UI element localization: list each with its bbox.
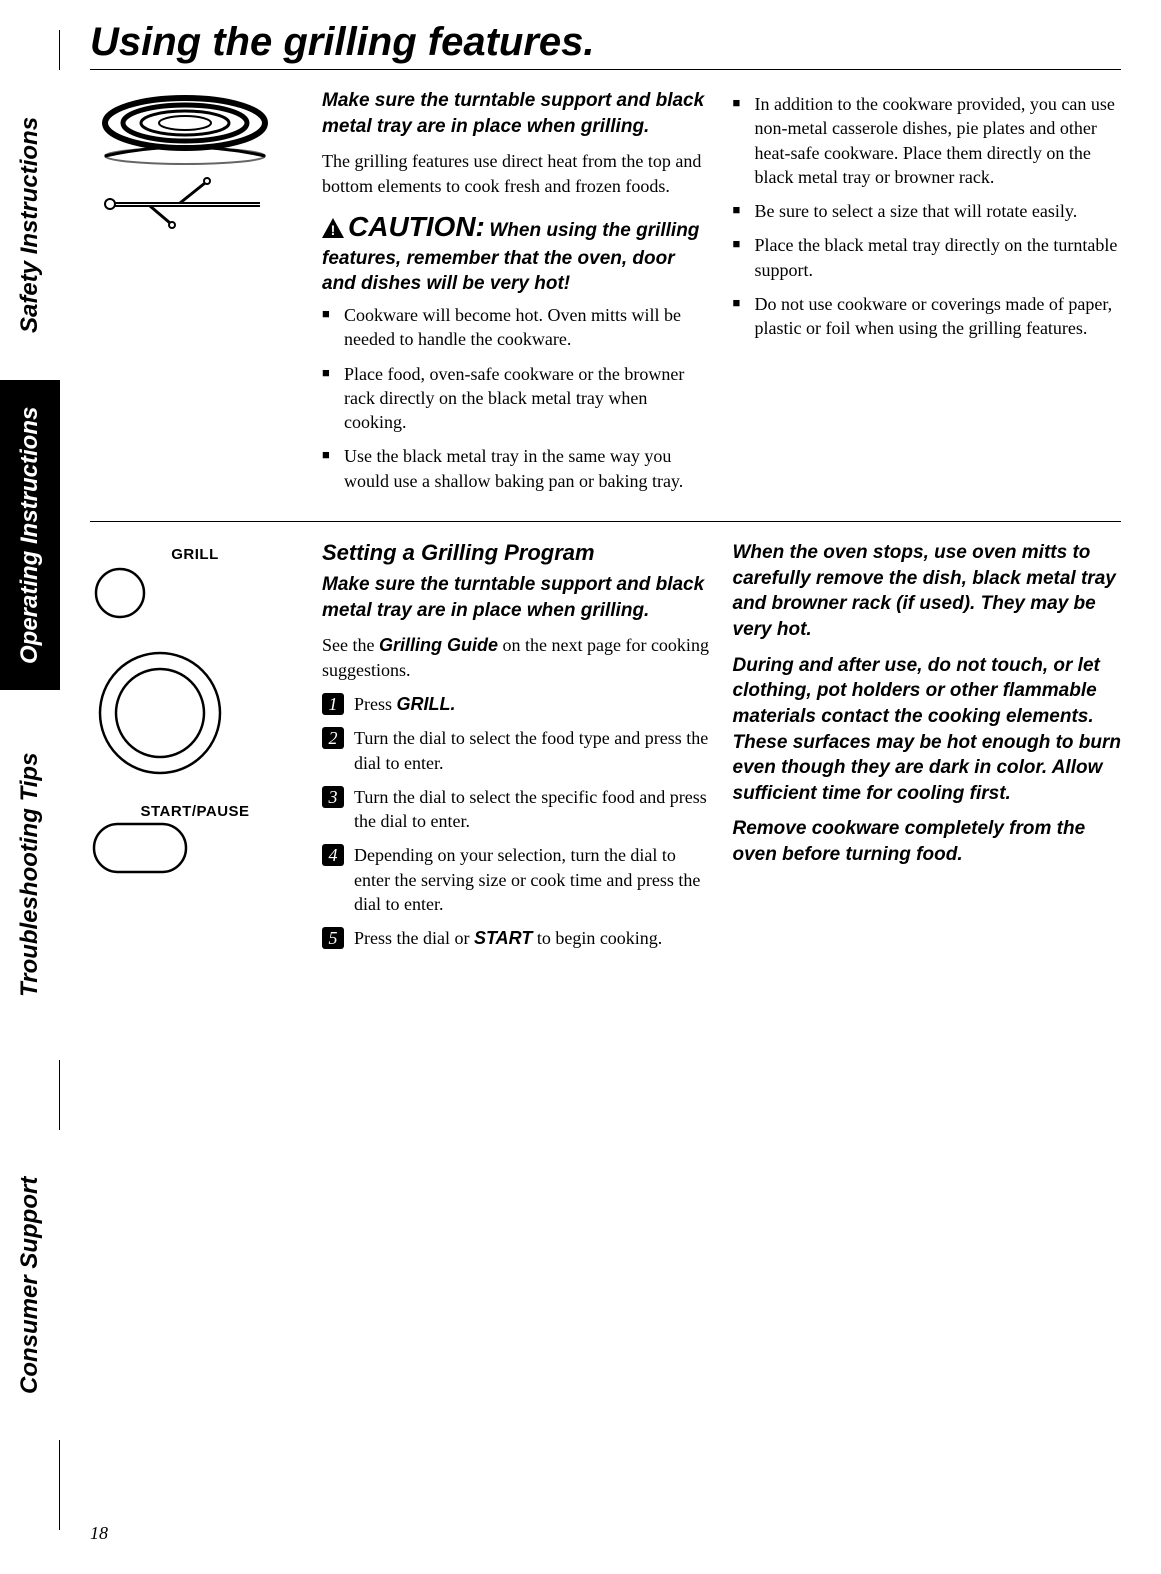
dial-icon bbox=[90, 643, 230, 783]
list-item: Do not use cookware or coverings made of… bbox=[733, 292, 1122, 341]
intro-bold: Make sure the turntable support and blac… bbox=[322, 88, 711, 139]
section-divider bbox=[90, 521, 1121, 522]
list-item: In addition to the cookware provided, yo… bbox=[733, 92, 1122, 189]
section-grilling-program: GRILL START/PAUSE Setting a Grilling Pro… bbox=[90, 540, 1121, 961]
page-number: 18 bbox=[90, 1523, 108, 1544]
step-1: Press GRILL. bbox=[322, 692, 711, 716]
see-em: Grilling Guide bbox=[379, 635, 498, 655]
section1-right-bullets: In addition to the cookware provided, yo… bbox=[733, 92, 1122, 341]
warning-triangle-icon: ! bbox=[322, 218, 344, 244]
start-pause-label: START/PAUSE bbox=[90, 803, 300, 820]
warning-para: Remove cookware completely from the oven… bbox=[733, 816, 1122, 867]
intro-plain: The grilling features use direct heat fr… bbox=[322, 149, 711, 198]
grill-button-icon bbox=[90, 563, 150, 623]
section1-left-bullets: Cookware will become hot. Oven mitts wil… bbox=[322, 303, 711, 493]
section1-col-left: Make sure the turntable support and blac… bbox=[322, 88, 711, 503]
sidebar-tabs: Safety Instructions Operating Instructio… bbox=[0, 30, 60, 1530]
section2-lead: Make sure the turntable support and blac… bbox=[322, 572, 711, 623]
page-content: Using the grilling features. bbox=[90, 20, 1121, 961]
grill-button-label: GRILL bbox=[90, 546, 300, 563]
step-text: Press the dial or bbox=[354, 928, 474, 948]
see-pre: See the bbox=[322, 635, 379, 655]
section-grilling-features: Make sure the turntable support and blac… bbox=[90, 88, 1121, 503]
list-item: Use the black metal tray in the same way… bbox=[322, 444, 711, 493]
caution-label: CAUTION: bbox=[348, 211, 485, 242]
step-5: Press the dial or START to begin cooking… bbox=[322, 926, 711, 950]
step-2: Turn the dial to select the food type an… bbox=[322, 726, 711, 775]
tab-safety[interactable]: Safety Instructions bbox=[0, 70, 60, 380]
tab-label: Troubleshooting Tips bbox=[16, 753, 44, 997]
step-bold: START bbox=[474, 928, 532, 948]
section1-col-right: In addition to the cookware provided, yo… bbox=[733, 88, 1122, 503]
warning-para: When the oven stops, use oven mitts to c… bbox=[733, 540, 1122, 643]
list-item: Place food, oven-safe cookware or the br… bbox=[322, 362, 711, 435]
see-guide: See the Grilling Guide on the next page … bbox=[322, 633, 711, 682]
step-text: to begin cooking. bbox=[532, 928, 662, 948]
tab-label: Operating Instructions bbox=[16, 406, 44, 663]
tab-troubleshooting[interactable]: Troubleshooting Tips bbox=[0, 690, 60, 1060]
turntable-illustration bbox=[90, 88, 300, 503]
list-item: Place the black metal tray directly on t… bbox=[733, 233, 1122, 282]
step-4: Depending on your selection, turn the di… bbox=[322, 843, 711, 916]
turntable-support-icon bbox=[105, 178, 260, 228]
section2-col-right: When the oven stops, use oven mitts to c… bbox=[733, 540, 1122, 961]
black-tray-icon bbox=[105, 98, 265, 164]
svg-text:!: ! bbox=[331, 222, 336, 238]
list-item: Cookware will become hot. Oven mitts wil… bbox=[322, 303, 711, 352]
caution-block: ! CAUTION: When using the grilling featu… bbox=[322, 208, 711, 297]
step-bold: GRILL. bbox=[397, 694, 456, 714]
tab-label: Safety Instructions bbox=[16, 117, 44, 333]
list-item: Be sure to select a size that will rotat… bbox=[733, 199, 1122, 223]
tab-operating[interactable]: Operating Instructions bbox=[0, 380, 60, 690]
tab-consumer-support[interactable]: Consumer Support bbox=[0, 1130, 60, 1440]
step-3: Turn the dial to select the specific foo… bbox=[322, 785, 711, 834]
start-pause-button-icon bbox=[90, 820, 190, 876]
tab-label: Consumer Support bbox=[16, 1176, 44, 1393]
page-title: Using the grilling features. bbox=[90, 20, 1121, 70]
section2-col-center: Setting a Grilling Program Make sure the… bbox=[322, 540, 711, 961]
section2-heading: Setting a Grilling Program bbox=[322, 540, 711, 566]
control-panel-illustration: GRILL START/PAUSE bbox=[90, 540, 300, 961]
warning-para: During and after use, do not touch, or l… bbox=[733, 653, 1122, 807]
steps-list: Press GRILL. Turn the dial to select the… bbox=[322, 692, 711, 951]
step-text: Press bbox=[354, 694, 397, 714]
